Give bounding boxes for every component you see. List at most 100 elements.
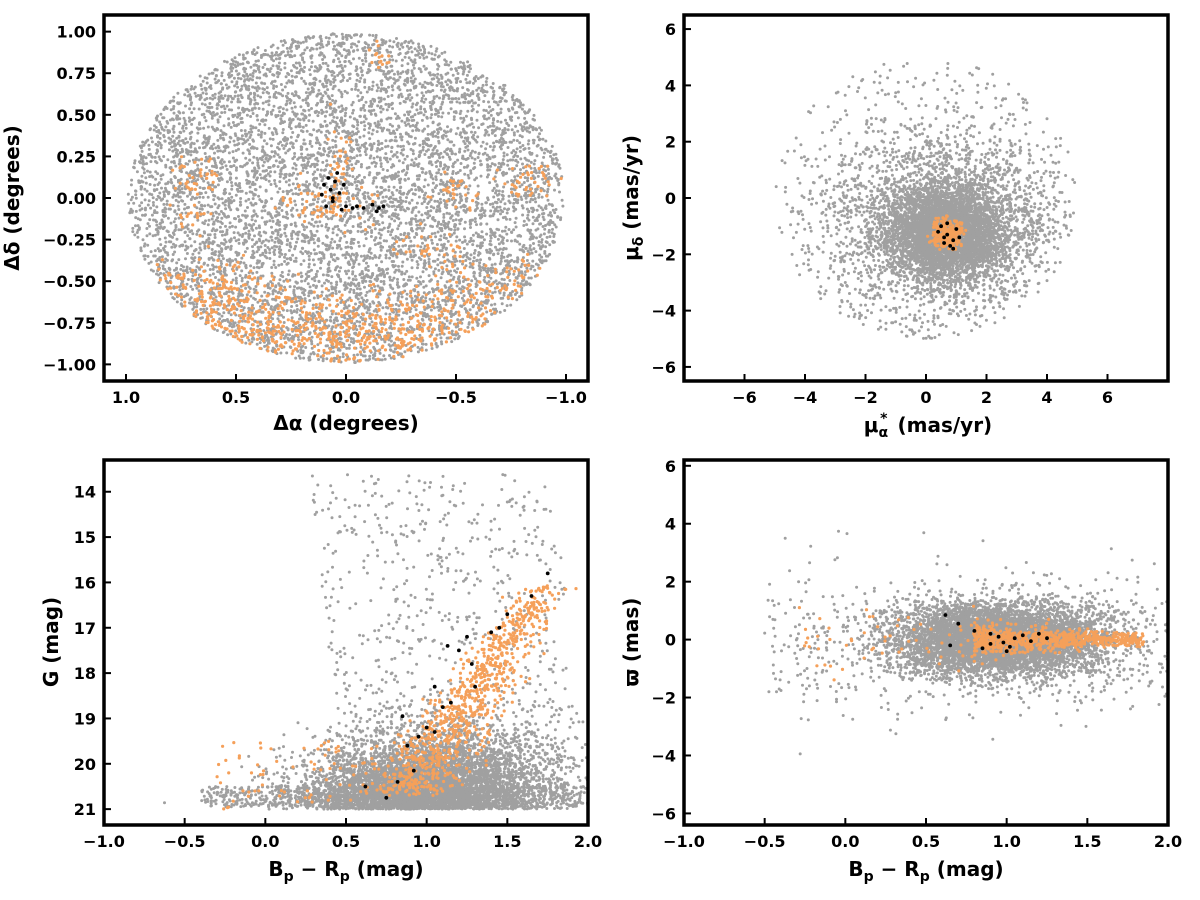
field-star-point [388, 276, 391, 279]
field-star-point [225, 83, 228, 86]
field-star-point [417, 129, 420, 132]
field-star-point [208, 219, 211, 222]
field-star-point [432, 77, 435, 80]
field-star-point [173, 112, 176, 115]
field-star-point [160, 178, 163, 181]
field-star-point [383, 59, 386, 62]
field-star-point [306, 185, 309, 188]
field-star-point [317, 197, 320, 200]
field-star-point [381, 177, 384, 180]
field-star-point [374, 61, 377, 64]
field-star-point [154, 156, 157, 159]
field-star-point [273, 155, 276, 158]
field-star-point [481, 230, 484, 233]
field-star-point [293, 162, 296, 165]
field-star-point [258, 87, 261, 90]
field-star-point [505, 233, 508, 236]
field-star-point [439, 161, 442, 164]
field-star-point [492, 206, 495, 209]
field-star-point [402, 145, 405, 148]
field-star-point [350, 337, 353, 340]
field-star-point [455, 218, 458, 221]
field-star-point [176, 238, 179, 241]
field-star-point [403, 178, 406, 181]
field-star-point [298, 62, 301, 65]
field-star-point [182, 111, 185, 114]
field-star-point [170, 222, 173, 225]
field-star-point [383, 157, 386, 160]
field-star-point [466, 93, 469, 96]
field-star-point [300, 68, 303, 71]
field-star-point [198, 121, 201, 124]
field-star-point [194, 284, 197, 287]
field-star-point [523, 181, 526, 184]
field-star-point [269, 236, 272, 239]
field-star-point [460, 136, 463, 139]
field-star-point [286, 257, 289, 260]
field-star-point [212, 259, 215, 262]
field-star-point [229, 63, 232, 66]
field-star-point [551, 145, 554, 148]
field-star-point [371, 34, 374, 37]
field-star-point [485, 80, 488, 83]
field-star-point [347, 261, 350, 264]
field-star-point [364, 233, 367, 236]
field-star-point [513, 260, 516, 263]
field-star-point [228, 151, 231, 154]
field-star-point [155, 126, 158, 129]
field-star-point [365, 305, 368, 308]
field-star-point [470, 253, 473, 256]
field-star-point [520, 265, 523, 268]
field-star-point [197, 261, 200, 264]
field-star-point [478, 261, 481, 264]
field-star-point [485, 233, 488, 236]
field-star-point [485, 109, 488, 112]
field-star-point [155, 198, 158, 201]
field-star-point [503, 292, 506, 295]
field-star-point [170, 246, 173, 249]
field-star-point [387, 71, 390, 74]
field-star-point [136, 170, 139, 173]
field-star-point [391, 69, 394, 72]
field-star-point [462, 73, 465, 76]
field-star-point [231, 67, 234, 70]
field-star-point [401, 295, 404, 298]
field-star-point [229, 264, 232, 267]
field-star-point [230, 196, 233, 199]
field-star-point [313, 70, 316, 73]
field-star-point [168, 191, 171, 194]
field-star-point [306, 164, 309, 167]
field-star-point [190, 198, 193, 201]
field-star-point [278, 62, 281, 65]
field-star-point [190, 111, 193, 114]
field-star-point [270, 272, 273, 275]
field-star-point [537, 175, 540, 178]
field-star-point [492, 149, 495, 152]
field-star-point [330, 241, 333, 244]
field-star-point [479, 274, 482, 277]
field-star-point [335, 35, 338, 38]
field-star-point [423, 57, 426, 60]
field-star-point [357, 160, 360, 163]
field-star-point [176, 300, 179, 303]
field-star-point [300, 346, 303, 349]
field-star-point [351, 183, 354, 186]
field-star-point [277, 54, 280, 57]
field-star-point [304, 346, 307, 349]
field-star-point [316, 294, 319, 297]
field-star-point [416, 266, 419, 269]
field-star-point [532, 128, 535, 131]
field-star-point [348, 291, 351, 294]
field-star-point [472, 167, 475, 170]
field-star-point [454, 153, 457, 156]
field-star-point [536, 154, 539, 157]
field-star-point [315, 141, 318, 144]
field-star-point [385, 49, 388, 52]
field-star-point [376, 89, 379, 92]
field-star-point [430, 113, 433, 116]
field-star-point [456, 193, 459, 196]
field-star-point [236, 143, 239, 146]
field-star-point [459, 61, 462, 64]
field-star-point [331, 74, 334, 77]
field-star-point [191, 253, 194, 256]
